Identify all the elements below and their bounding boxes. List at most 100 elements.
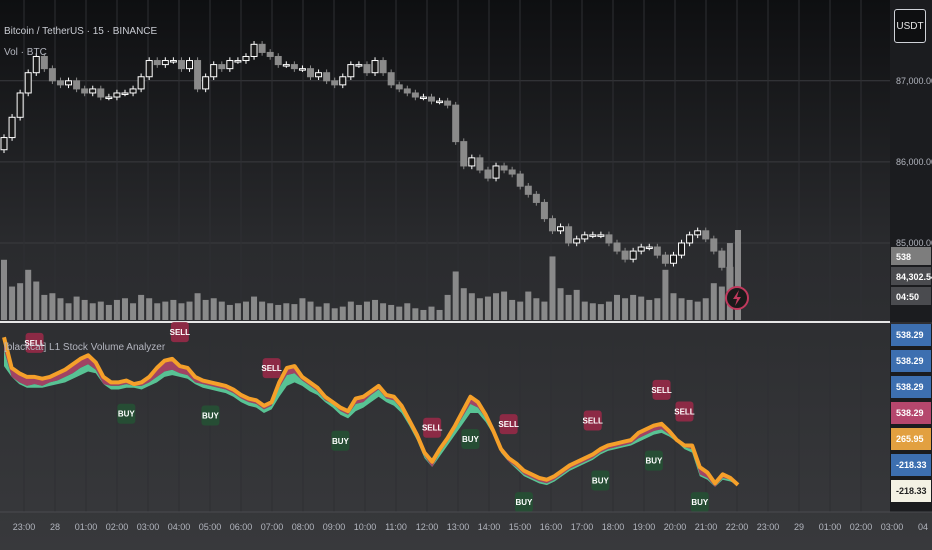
candle-body xyxy=(250,43,258,57)
lightning-alert-icon[interactable] xyxy=(725,286,749,310)
sell-marker-label: SELL xyxy=(170,328,191,337)
candle-body xyxy=(427,96,435,102)
candle-body xyxy=(186,60,194,70)
volume-bar xyxy=(65,303,72,320)
candle-body xyxy=(702,230,710,240)
candle-body xyxy=(500,165,508,171)
volume-bar xyxy=(525,291,532,320)
candle-body xyxy=(524,185,532,195)
buy-marker-label: BUY xyxy=(515,498,533,507)
candle-body xyxy=(395,84,403,90)
volume-bar xyxy=(97,301,104,320)
volume-bar xyxy=(372,299,379,320)
volume-bar xyxy=(162,301,169,320)
indicator-band-lower xyxy=(4,349,738,487)
volume-bar xyxy=(670,293,677,320)
candle-body xyxy=(0,137,8,151)
time-tick-label: 09:00 xyxy=(323,522,346,532)
volume-bar xyxy=(484,296,491,320)
volume-bar xyxy=(339,306,346,320)
time-tick-label: 28 xyxy=(50,522,60,532)
time-tick-label: 15:00 xyxy=(509,522,532,532)
volume-bar xyxy=(420,309,427,320)
price-tag-volume: 538 xyxy=(896,252,911,262)
volume-bar xyxy=(557,288,564,320)
indicator-title[interactable]: [blackcat] L1 Stock Volume Analyzer xyxy=(4,342,166,353)
volume-bar xyxy=(694,301,701,320)
buy-marker-box xyxy=(331,430,350,451)
indicator-axis: 538.29 538.29 538.29 538.29 265.95 -218.33 -21… xyxy=(890,324,932,512)
time-tick-label: 02:00 xyxy=(850,522,873,532)
buy-marker-box xyxy=(690,492,709,513)
symbol-title[interactable]: Bitcoin / TetherUS · 15 · BINANCE xyxy=(4,26,158,37)
buy-signal-marker: BUY xyxy=(644,450,663,471)
volume-bar xyxy=(170,299,177,320)
candle-body xyxy=(436,100,444,104)
volume-bar xyxy=(501,291,508,320)
candle-body xyxy=(653,246,661,256)
volume-bar xyxy=(589,303,596,320)
candle-body xyxy=(258,43,266,53)
volume-bar xyxy=(218,301,225,320)
buy-marker-label: BUY xyxy=(462,435,480,444)
candle-body xyxy=(589,234,597,237)
candle-body xyxy=(218,64,226,70)
buy-signal-marker: BUY xyxy=(461,428,480,449)
candle-body xyxy=(694,230,702,236)
sell-signal-marker: SELL xyxy=(651,379,672,400)
volume-bar xyxy=(81,299,88,320)
time-tick-label: 29 xyxy=(794,522,804,532)
currency-button[interactable]: USDT xyxy=(894,9,926,43)
time-tick-label: 03:00 xyxy=(881,522,904,532)
volume-bar xyxy=(41,294,48,320)
candle-body xyxy=(48,68,56,82)
volume-bar xyxy=(428,306,435,320)
candle-body xyxy=(16,92,24,118)
volume-bar xyxy=(710,283,717,320)
candle-body xyxy=(548,218,556,232)
candle-body xyxy=(444,100,452,106)
indicator-bands xyxy=(2,336,740,487)
volume-label[interactable]: Vol · BTC xyxy=(4,47,47,58)
volume-bar xyxy=(662,269,669,320)
candle-body xyxy=(24,72,32,94)
indicator-tag-label: 538.29 xyxy=(896,408,924,418)
sell-marker-label: SELL xyxy=(583,416,604,425)
candle-body xyxy=(718,250,726,268)
candle-body xyxy=(419,96,427,100)
volume-bar xyxy=(622,298,629,320)
sell-marker-box xyxy=(583,410,602,431)
volume-bar xyxy=(194,293,201,320)
buy-marker-box xyxy=(461,428,480,449)
sell-marker-box xyxy=(25,332,44,353)
sell-marker-label: SELL xyxy=(674,407,695,416)
indicator-tag-label: 538.29 xyxy=(896,330,924,340)
indicator-tag-box xyxy=(891,402,931,424)
time-tick-label: 12:00 xyxy=(416,522,439,532)
candle-body xyxy=(460,141,468,167)
volume-bar xyxy=(581,301,588,320)
volume-bar xyxy=(25,269,32,320)
time-tick-label: 23:00 xyxy=(757,522,780,532)
volume-bar xyxy=(597,304,604,320)
candle-body xyxy=(597,234,605,237)
sell-marker-label: SELL xyxy=(651,386,672,395)
candle-body xyxy=(371,60,379,74)
time-tick-label: 02:00 xyxy=(106,522,129,532)
indicator-tag-box xyxy=(891,350,931,372)
candle-body xyxy=(242,55,250,62)
candle-body xyxy=(65,80,73,86)
candle-body xyxy=(105,96,113,100)
candle-body xyxy=(532,193,540,203)
buy-signal-marker: BUY xyxy=(117,403,135,424)
time-tick-label: 22:00 xyxy=(726,522,749,532)
candle-body xyxy=(169,60,177,63)
volume-bar xyxy=(73,296,80,320)
volume-bar xyxy=(89,303,96,320)
price-tag-box xyxy=(891,287,931,305)
time-tick-label: 13:00 xyxy=(447,522,470,532)
candle-body xyxy=(516,173,524,187)
indicator-tag-label: 538.29 xyxy=(896,356,924,366)
price-candles xyxy=(0,41,742,303)
indicator-tag-label: 538.29 xyxy=(896,382,924,392)
